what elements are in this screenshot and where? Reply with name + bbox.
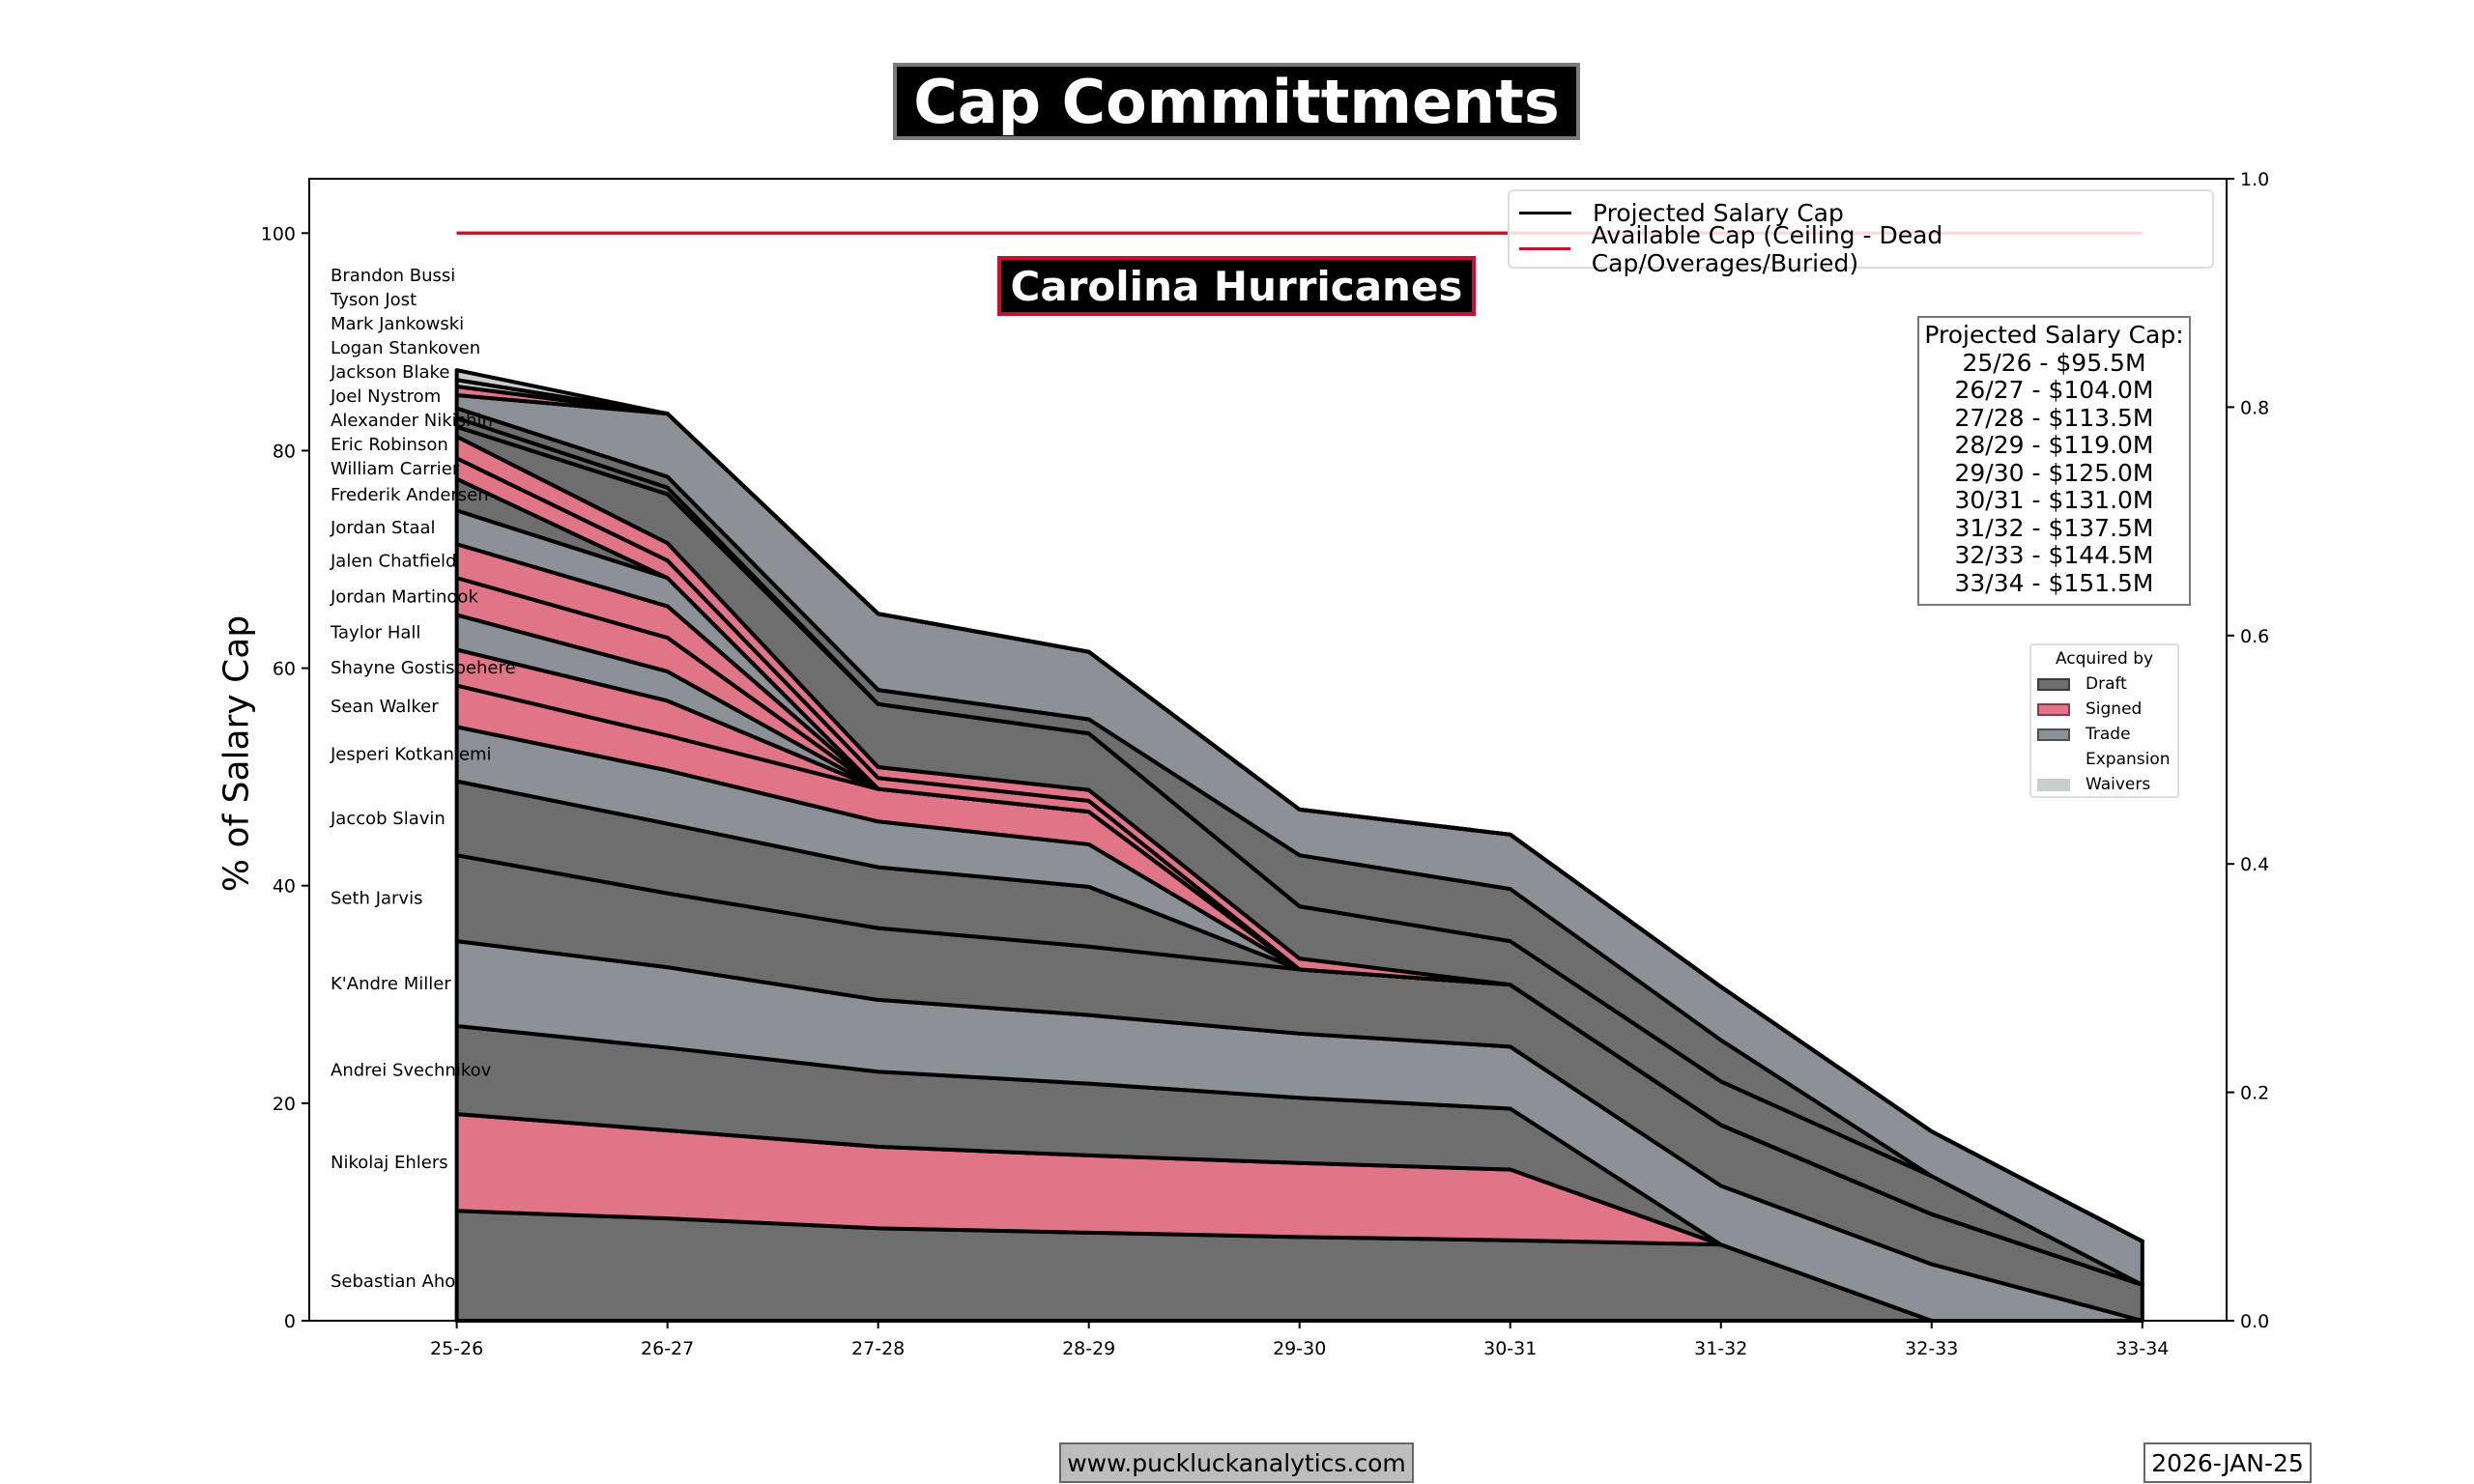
player-label: Brandon Bussi xyxy=(331,266,455,286)
player-label: Jesperi Kotkaniemi xyxy=(330,745,492,765)
player-label: Tyson Jost xyxy=(330,290,417,310)
y-tick-label: 20 xyxy=(273,1094,296,1115)
website-link[interactable]: www.puckluckanalytics.com xyxy=(1059,1442,1414,1483)
cap-line: 29/30 - $125.0M xyxy=(1954,458,2154,487)
y2-tick-label: 0.0 xyxy=(2240,1311,2269,1332)
x-tick-label: 30-31 xyxy=(1483,1338,1537,1359)
player-label: Jalen Chatfield xyxy=(330,552,456,572)
cap-line: 30/31 - $131.0M xyxy=(1954,486,2154,514)
legend-item-projected-cap: Projected Salary Cap xyxy=(1519,195,2202,231)
legend-swatch xyxy=(2037,753,2070,766)
projected-cap-box: Projected Salary Cap: 25/26 - $95.5M 26/… xyxy=(1917,316,2191,606)
legend-line-swatch xyxy=(1519,212,1571,214)
legend-label: Signed xyxy=(2086,699,2143,719)
legend-swatch xyxy=(2037,702,2070,716)
acquired-legend-item: Signed xyxy=(2037,697,2172,722)
player-label: Frederik Andersen xyxy=(331,485,489,505)
player-label: Jordan Staal xyxy=(330,518,436,538)
x-tick-label: 26-27 xyxy=(641,1338,694,1359)
legend-label: Available Cap (Ceiling - Dead Cap/Overag… xyxy=(1591,220,1943,277)
player-label: Jaccob Slavin xyxy=(330,809,446,829)
area-brandon-bussi xyxy=(454,368,2144,1243)
player-label: Sebastian Aho xyxy=(331,1271,455,1292)
y2-tick-label: 0.8 xyxy=(2240,397,2269,418)
cap-line: 28/29 - $119.0M xyxy=(1954,431,2154,459)
cap-box-title: Projected Salary Cap: xyxy=(1924,321,2184,349)
player-label: Jordan Martinook xyxy=(330,586,478,607)
legend-line-swatch xyxy=(1519,247,1570,250)
x-tick-label: 32-33 xyxy=(1905,1338,1958,1359)
x-tick-label: 29-30 xyxy=(1273,1338,1326,1359)
y-tick-label: 100 xyxy=(261,223,296,244)
cap-line: 31/32 - $137.5M xyxy=(1954,513,2154,542)
legend-label: Trade xyxy=(2086,725,2131,744)
date-stamp: 2026-JAN-25 xyxy=(2143,1442,2312,1483)
player-label: Joel Nystrom xyxy=(330,386,441,407)
player-label: Logan Stankoven xyxy=(331,338,480,358)
y-tick-label: 0 xyxy=(284,1311,296,1332)
player-label: Sean Walker xyxy=(331,697,439,717)
team-name: Carolina Hurricanes xyxy=(997,256,1476,316)
legend-item-available-cap: Available Cap (Ceiling - Dead Cap/Overag… xyxy=(1519,221,2202,277)
y2-tick-label: 0.2 xyxy=(2240,1083,2269,1104)
y-tick-label: 40 xyxy=(273,876,296,898)
acquired-legend-item: Draft xyxy=(2037,671,2172,697)
x-tick-label: 33-34 xyxy=(2115,1338,2169,1359)
y-tick-label: 80 xyxy=(273,441,296,462)
acquired-legend: Acquired by Draft Signed Trade Expansion Wai… xyxy=(2029,643,2179,798)
x-tick-label: 27-28 xyxy=(851,1338,905,1359)
player-label: Andrei Svechnikov xyxy=(331,1061,492,1081)
y2-tick-label: 0.4 xyxy=(2240,854,2269,875)
y-tick-label: 60 xyxy=(273,659,296,680)
player-label: K'Andre Miller xyxy=(331,974,451,994)
legend-label: Draft xyxy=(2086,674,2127,694)
line-legend: Projected Salary Cap Available Cap (Ceil… xyxy=(1508,189,2214,277)
y2-tick-label: 0.6 xyxy=(2240,626,2269,647)
plot-frame xyxy=(308,178,2228,1322)
legend-label: Waivers xyxy=(2086,775,2151,794)
x-tick-label: 25-26 xyxy=(430,1338,483,1359)
acquired-legend-item: Waivers xyxy=(2037,772,2172,797)
player-label: Shayne Gostisbehere xyxy=(331,658,516,678)
player-label: Nikolaj Ehlers xyxy=(331,1153,448,1173)
legend-swatch xyxy=(2037,677,2070,691)
cap-line: 27/28 - $113.5M xyxy=(1954,403,2154,432)
cap-line: 26/27 - $104.0M xyxy=(1954,376,2154,404)
player-label: William Carrier xyxy=(331,459,460,479)
cap-line: 25/26 - $95.5M xyxy=(1962,348,2146,377)
y-axis-label: % of Salary Cap xyxy=(216,614,257,893)
player-label: Jackson Blake xyxy=(330,362,449,383)
player-label: Taylor Hall xyxy=(330,622,420,642)
cap-line: 33/34 - $151.5M xyxy=(1954,568,2154,597)
acquired-legend-item: Expansion xyxy=(2037,747,2172,772)
x-tick-label: 31-32 xyxy=(1694,1338,1747,1359)
y2-tick-label: 1.0 xyxy=(2240,169,2269,190)
legend-swatch xyxy=(2037,778,2070,791)
cap-line: 32/33 - $144.5M xyxy=(1954,541,2154,569)
chart-title: Cap Committments xyxy=(893,63,1580,140)
acquired-legend-item: Trade xyxy=(2037,722,2172,747)
legend-label: Expansion xyxy=(2086,750,2171,769)
x-tick-label: 28-29 xyxy=(1062,1338,1115,1359)
player-label: Mark Jankowski xyxy=(331,314,464,334)
player-label: Eric Robinson xyxy=(331,435,448,455)
player-label: Seth Jarvis xyxy=(331,889,422,909)
legend-swatch xyxy=(2037,728,2070,741)
legend-label: Projected Salary Cap xyxy=(1593,199,1844,227)
acquired-legend-title: Acquired by xyxy=(2055,649,2154,669)
player-label: Alexander Nikishin xyxy=(331,411,493,431)
